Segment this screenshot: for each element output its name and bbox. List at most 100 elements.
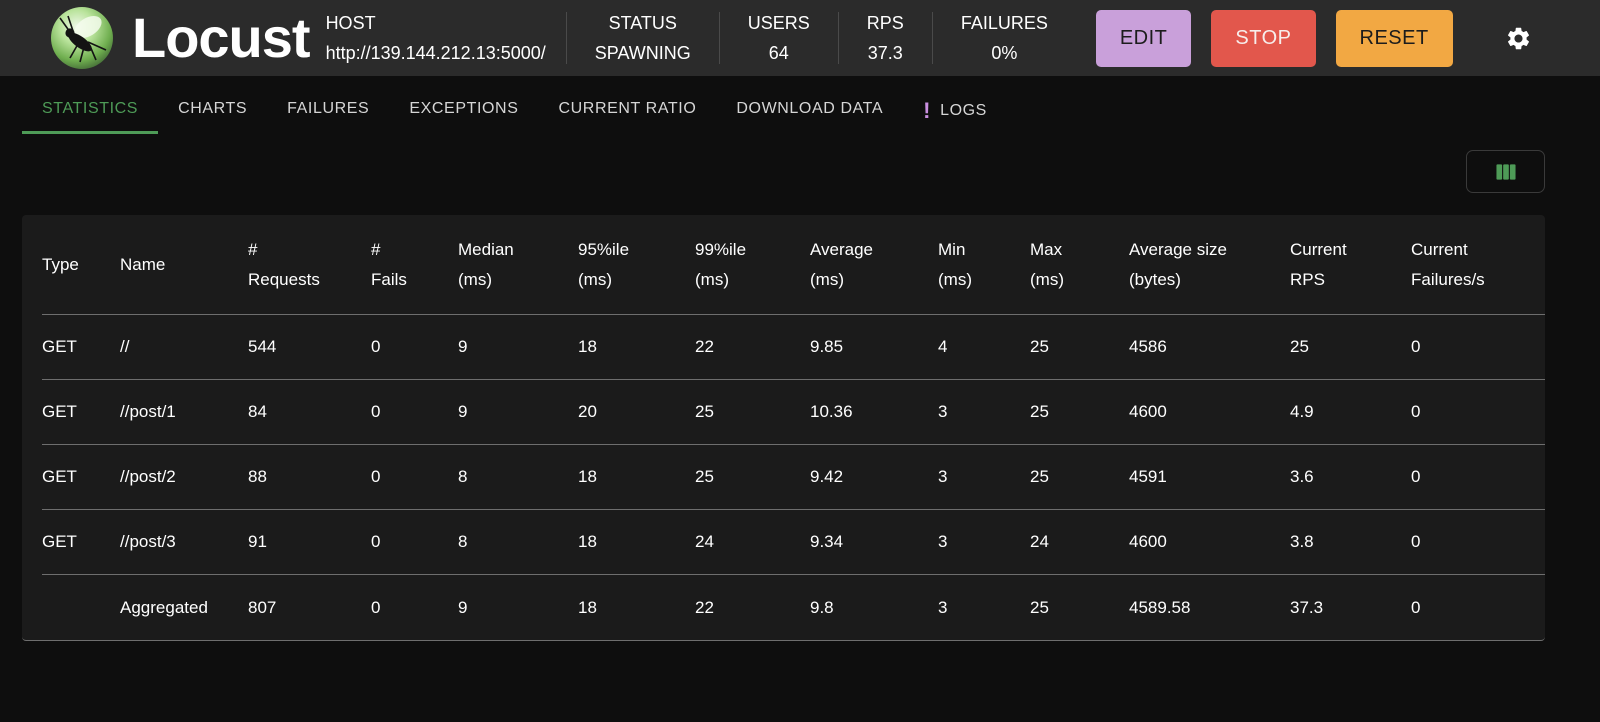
col-header-type: Type xyxy=(42,254,79,274)
table-row: GET //post/1 84 0 9 20 25 10.36 3 25 460… xyxy=(42,379,1545,444)
cell-requests: 84 xyxy=(248,402,267,421)
col-header-current-failures: Current Failures/s xyxy=(1411,239,1485,289)
status-value: SPAWNING xyxy=(594,43,691,63)
cell-avg-size: 4591 xyxy=(1129,467,1167,486)
cell-min: 4 xyxy=(938,337,948,356)
cell-current-rps: 4.9 xyxy=(1290,402,1314,421)
cell-median: 9 xyxy=(458,337,468,356)
tab-label: EXCEPTIONS xyxy=(409,100,519,117)
col-header-avg-size: Average size (bytes) xyxy=(1129,239,1227,289)
cell-type: GET xyxy=(42,402,77,421)
cell-name: // xyxy=(120,337,130,356)
table-toolbar xyxy=(0,138,1600,193)
cell-current-rps: 3.8 xyxy=(1290,532,1314,551)
tab-label: STATISTICS xyxy=(42,100,139,117)
tab-failures[interactable]: FAILURES xyxy=(267,86,389,134)
cell-avg-size: 4586 xyxy=(1129,337,1167,356)
cell-average: 9.42 xyxy=(810,467,844,486)
users-label: USERS xyxy=(747,13,810,33)
cell-type: GET xyxy=(42,337,77,356)
tab-current-ratio[interactable]: CURRENT RATIO xyxy=(538,86,716,134)
tab-charts[interactable]: CHARTS xyxy=(158,86,267,134)
edit-button[interactable]: EDIT xyxy=(1095,9,1192,67)
tab-label: CHARTS xyxy=(178,100,248,117)
locust-logo-icon xyxy=(51,7,113,69)
cell-median: 9 xyxy=(458,597,468,617)
cell-type: GET xyxy=(42,532,77,551)
col-header-name: Name xyxy=(120,254,166,274)
col-header-current-rps: Current RPS xyxy=(1290,239,1347,289)
gear-icon xyxy=(1507,27,1529,49)
col-header-95ile: 95%ile (ms) xyxy=(578,239,630,289)
cell-requests: 91 xyxy=(248,532,267,551)
col-header-requests: # Requests xyxy=(248,239,320,289)
cell-name: //post/1 xyxy=(120,402,176,421)
cell-95ile: 18 xyxy=(578,597,597,617)
col-header-average: Average (ms) xyxy=(810,239,874,289)
cell-avg-size: 4600 xyxy=(1129,402,1167,421)
stop-button[interactable]: STOP xyxy=(1211,9,1316,67)
cell-average: 9.8 xyxy=(810,597,834,617)
cell-requests: 88 xyxy=(248,467,267,486)
col-header-99ile: 99%ile (ms) xyxy=(695,239,747,289)
cell-fails: 0 xyxy=(371,597,381,617)
cell-current-failures: 0 xyxy=(1411,532,1421,551)
cell-99ile: 22 xyxy=(695,597,714,617)
cell-current-rps: 3.6 xyxy=(1290,467,1314,486)
tab-statistics[interactable]: STATISTICS xyxy=(22,86,159,134)
cell-fails: 0 xyxy=(371,467,381,486)
statistics-table: Type Name # Requests # Fails Median (ms) 95… xyxy=(22,215,1545,641)
cell-99ile: 24 xyxy=(695,532,714,551)
cell-median: 8 xyxy=(458,532,468,551)
cell-current-rps: 25 xyxy=(1290,337,1309,356)
cell-95ile: 18 xyxy=(578,467,597,486)
nav-tabs: STATISTICS CHARTS FAILURES EXCEPTIONS CU… xyxy=(0,76,1600,138)
view-columns-icon xyxy=(1495,163,1516,180)
users-indicator: USERS 64 xyxy=(720,8,838,68)
col-header-min: Min (ms) xyxy=(938,239,972,289)
tab-label: CURRENT RATIO xyxy=(558,100,697,117)
cell-average: 9.34 xyxy=(810,532,844,551)
cell-fails: 0 xyxy=(371,532,381,551)
table-row: GET // 544 0 9 18 22 9.85 4 25 4586 25 0 xyxy=(42,314,1545,379)
settings-button[interactable] xyxy=(1501,21,1536,56)
cell-max: 25 xyxy=(1030,467,1049,486)
cell-95ile: 18 xyxy=(578,532,597,551)
cell-95ile: 20 xyxy=(578,402,597,421)
host-label: HOST xyxy=(325,13,376,33)
cell-current-failures: 0 xyxy=(1411,337,1421,356)
cell-average: 9.85 xyxy=(810,337,844,356)
cell-min: 3 xyxy=(938,597,948,617)
host-info: HOST http://139.144.212.13:5000/ xyxy=(326,8,546,68)
table-row: GET //post/2 88 0 8 18 25 9.42 3 25 4591… xyxy=(42,444,1545,509)
header-divider xyxy=(931,12,933,64)
brand-home-link[interactable]: Locust xyxy=(50,6,311,70)
rps-label: RPS xyxy=(866,13,904,33)
cell-current-failures: 0 xyxy=(1411,402,1421,421)
col-header-fails: # Fails xyxy=(371,239,407,289)
cell-current-rps: 37.3 xyxy=(1290,597,1324,617)
tab-label: DOWNLOAD DATA xyxy=(736,100,884,117)
reset-button[interactable]: RESET xyxy=(1335,9,1453,67)
cell-requests: 544 xyxy=(248,337,277,356)
cell-max: 25 xyxy=(1030,337,1049,356)
tab-download-data[interactable]: DOWNLOAD DATA xyxy=(716,86,903,134)
app-header: Locust HOST http://139.144.212.13:5000/ … xyxy=(0,0,1600,76)
cell-max: 25 xyxy=(1030,597,1049,617)
table-aggregated-row: Aggregated 807 0 9 18 22 9.8 3 25 4589.5… xyxy=(42,574,1545,640)
app-title: Locust xyxy=(132,6,311,69)
tab-exceptions[interactable]: EXCEPTIONS xyxy=(389,86,538,134)
tab-logs[interactable]: ! LOGS xyxy=(903,86,1007,138)
column-selector-button[interactable] xyxy=(1466,150,1545,193)
header-divider xyxy=(837,12,839,64)
header-divider xyxy=(565,12,567,64)
header-actions: EDIT STOP RESET xyxy=(1076,9,1600,67)
col-header-max: Max (ms) xyxy=(1030,239,1064,289)
status-label: STATUS xyxy=(608,13,677,33)
cell-name: //post/3 xyxy=(120,532,176,551)
cell-95ile: 18 xyxy=(578,337,597,356)
cell-type: GET xyxy=(42,467,77,486)
host-url: http://139.144.212.13:5000/ xyxy=(325,43,546,63)
cell-min: 3 xyxy=(938,467,948,486)
cell-name: //post/2 xyxy=(120,467,176,486)
